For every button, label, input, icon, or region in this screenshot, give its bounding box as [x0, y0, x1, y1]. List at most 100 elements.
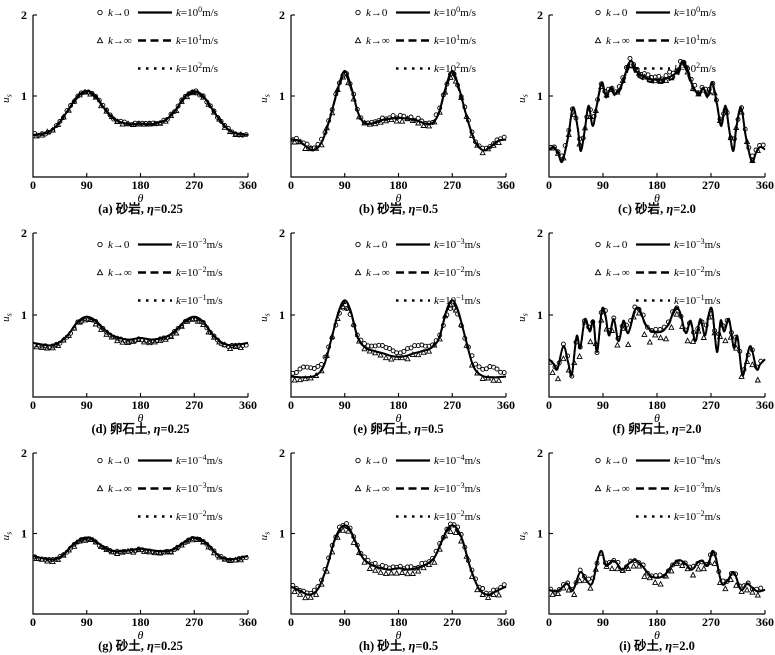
- legend: k→0 k→∞ k=10−3m/s k=10−2m/s k=10−1m/s: [96, 237, 223, 307]
- x-tick-label: 360: [756, 178, 774, 192]
- x-tick-label: 270: [443, 398, 461, 412]
- x-tick-label: 180: [390, 178, 408, 192]
- y-tick-label: 1: [537, 308, 543, 322]
- x-tick-label: 270: [185, 398, 203, 412]
- triangle-marker: [738, 588, 745, 595]
- legend-marker-label: k→∞: [366, 483, 390, 495]
- triangle-marker: [393, 117, 400, 124]
- subplot-f: 0 90 180 270 360 1 2 θ us* k→0 k→∞ k=10−3m/s k=10−2m…: [516, 218, 775, 438]
- triangle-marker: [291, 138, 298, 145]
- x-tick-label: 270: [443, 178, 461, 192]
- triangle-marker: [103, 330, 110, 337]
- y-tick-label: 1: [21, 308, 27, 322]
- x-tick-label: 0: [288, 615, 294, 629]
- curve-solid: [32, 90, 249, 136]
- triangle-marker: [630, 562, 637, 569]
- legend-line-label: k=102m/s: [674, 61, 716, 75]
- y-tick-label: 1: [537, 89, 543, 103]
- legend-triangle-marker: [354, 484, 362, 492]
- legend-line-label: k=101m/s: [176, 33, 218, 47]
- legend-marker-label: k→∞: [108, 267, 132, 279]
- triangle-marker: [749, 361, 756, 368]
- triangle-marker: [652, 578, 659, 585]
- subplot-caption: (c) 砂岩, η=2.0: [618, 201, 696, 216]
- triangle-marker: [146, 548, 153, 555]
- legend-triangle-marker: [96, 484, 104, 492]
- x-tick-label: 0: [288, 178, 294, 192]
- triangle-marker: [157, 337, 164, 344]
- scatter-markers: [32, 315, 249, 352]
- subplot-caption: (g) 砂土, η=0.25: [98, 638, 183, 653]
- triangle-marker: [237, 556, 244, 563]
- legend-line-label: k=100m/s: [176, 5, 218, 19]
- triangle-marker: [479, 149, 486, 156]
- legend-line-label: k=10−3m/s: [176, 237, 223, 251]
- legend: k→0 k→∞ k=10−3m/s k=10−2m/s k=10−1m/s: [354, 237, 481, 307]
- triangle-marker: [447, 528, 454, 535]
- x-tick-label: 90: [597, 398, 609, 412]
- legend-marker-label: k→0: [108, 7, 130, 19]
- legend-marker-label: k→0: [366, 239, 388, 251]
- x-tick-label: 270: [702, 178, 720, 192]
- triangle-marker: [38, 344, 46, 351]
- subplot-i-canvas: 0 90 180 270 360 1 2 θ us* k→0 k→∞ k=10−4m/s k=10−3m…: [516, 446, 774, 653]
- circle-marker: [390, 348, 396, 354]
- x-tick-label: 90: [81, 615, 93, 629]
- subplot-c-canvas: 0 90 180 270 360 1 2 θ us* k→0 k→∞ k=100m/s k=101m/s…: [516, 5, 774, 216]
- x-tick-label: 360: [239, 615, 257, 629]
- subplot-caption: (f) 卵石土, η=2.0: [612, 421, 701, 436]
- subplot-g-canvas: 0 90 180 270 360 1 2 θ us* k→0 k→∞ k=10−4m/s k=10−3m…: [0, 446, 257, 653]
- axes: [32, 15, 248, 178]
- x-tick-label: 0: [288, 398, 294, 412]
- y-axis-label: us*: [258, 89, 272, 103]
- circle-marker: [653, 326, 659, 332]
- x-tick-label: 180: [132, 615, 150, 629]
- legend-marker-label: k→0: [606, 7, 628, 19]
- y-tick-label: 2: [537, 226, 543, 240]
- curve-solid: [290, 524, 507, 596]
- triangle-marker: [124, 339, 132, 346]
- circle-marker: [372, 560, 378, 566]
- x-tick-label: 180: [390, 615, 408, 629]
- legend-marker-label: k→0: [366, 455, 388, 467]
- subplot-d-canvas: 0 90 180 270 360 1 2 θ us* k→0 k→∞ k=10−3m/s k=10−2m…: [0, 226, 257, 436]
- circle-marker: [645, 72, 651, 78]
- triangle-marker: [388, 569, 395, 576]
- triangle-marker: [625, 341, 632, 348]
- y-tick-label: 2: [537, 8, 543, 22]
- x-tick-label: 90: [81, 398, 93, 412]
- y-tick-label: 1: [279, 527, 285, 541]
- legend-circle-marker: [355, 9, 361, 16]
- y-tick-label: 2: [279, 226, 285, 240]
- x-tick-label: 180: [648, 615, 666, 629]
- legend-line-label: k=10−3m/s: [674, 237, 721, 251]
- y-axis-label: us*: [258, 308, 272, 322]
- x-tick-label: 360: [756, 398, 774, 412]
- triangle-marker: [415, 119, 422, 126]
- scatter-markers: [32, 535, 249, 565]
- axes: [290, 453, 506, 615]
- legend-circle-marker: [595, 457, 601, 464]
- triangle-marker: [565, 586, 572, 593]
- curve-solid: [548, 549, 766, 593]
- triangle-marker: [571, 591, 578, 597]
- axes: [548, 233, 765, 398]
- triangle-marker: [490, 376, 497, 383]
- legend-triangle-marker: [354, 268, 362, 276]
- triangle-marker: [49, 344, 56, 351]
- triangle-marker: [372, 566, 379, 573]
- x-tick-label: 360: [497, 178, 515, 192]
- circle-marker: [379, 343, 385, 348]
- legend-marker-label: k→∞: [606, 35, 630, 47]
- axes: [548, 453, 765, 615]
- triangle-marker: [420, 122, 427, 128]
- legend-marker-label: k→∞: [366, 267, 390, 279]
- legend-marker-label: k→∞: [606, 483, 630, 495]
- subplot-caption: (h) 砂土, η=0.5: [359, 638, 438, 653]
- triangle-marker: [404, 570, 411, 577]
- triangle-marker: [393, 569, 400, 576]
- legend-triangle-marker: [594, 268, 602, 276]
- legend-marker-label: k→0: [108, 239, 130, 251]
- triangle-marker: [554, 375, 562, 382]
